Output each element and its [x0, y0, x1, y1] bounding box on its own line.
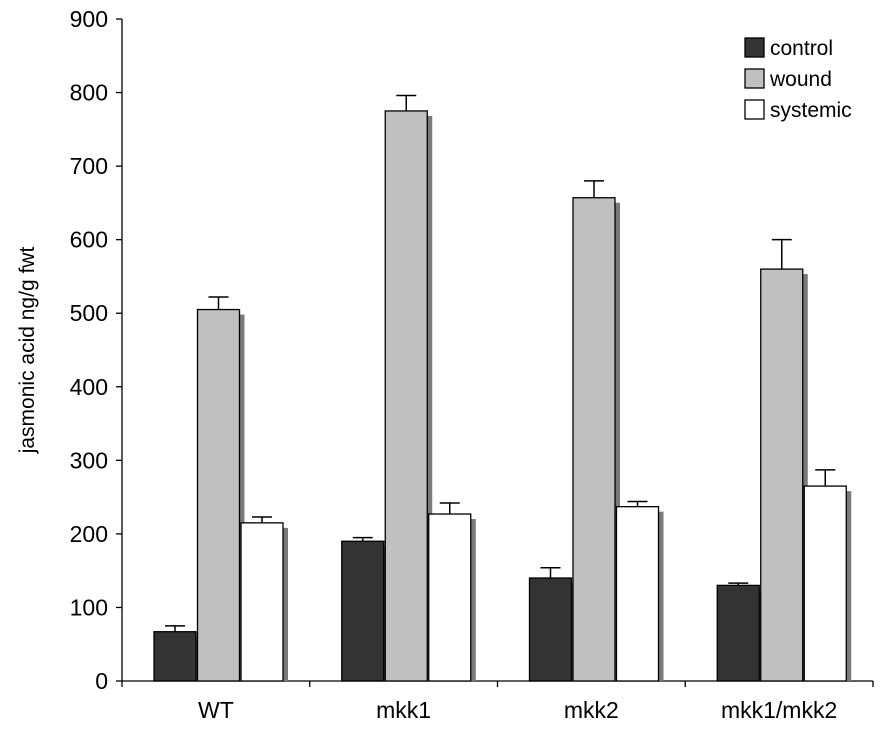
- y-axis: 0 100 200 300 400 500 600 700 800 900: [70, 6, 123, 694]
- legend: control wound systemic: [744, 37, 852, 122]
- bar-systemic-WT: [240, 522, 284, 682]
- y-tick-label: 600: [70, 227, 108, 253]
- category-label: mkk1: [376, 697, 431, 723]
- legend-label-wound: wound: [769, 68, 832, 91]
- legend-swatch-systemic: [744, 99, 765, 120]
- y-tick-label: 300: [70, 447, 108, 473]
- bar-systemic-mkk2: [615, 506, 660, 682]
- legend-swatch-wound: [744, 68, 765, 89]
- bar-wound-mkk2: [572, 197, 616, 682]
- y-tick-label: 400: [70, 374, 108, 400]
- y-tick-label: 900: [70, 6, 108, 32]
- category-label: WT: [198, 697, 234, 723]
- bar-control-mkk1-mkk2: [716, 584, 760, 682]
- category-label: mkk1/mkk2: [721, 697, 837, 723]
- category-label: mkk2: [564, 697, 619, 723]
- y-tick-label: 100: [70, 594, 108, 620]
- y-tick-label: 200: [70, 521, 108, 547]
- bar-wound-mkk1-mkk2: [760, 268, 804, 682]
- bar-control-mkk1: [341, 540, 385, 682]
- category-labels: WT mkk1 mkk2 mkk1/mkk2: [198, 697, 837, 723]
- y-tick-label: 800: [70, 80, 108, 106]
- x-axis: [121, 680, 874, 687]
- legend-swatch-control: [744, 37, 765, 58]
- bar-wound-WT: [196, 308, 241, 682]
- bar-systemic-mkk1-mkk2: [803, 485, 847, 682]
- bar-wound-mkk1: [384, 110, 428, 682]
- y-tick-label: 500: [70, 300, 108, 326]
- y-axis-label: jasmonic acid ng/g fwt: [16, 247, 39, 455]
- y-tick-label: 700: [70, 153, 108, 179]
- bar-systemic-mkk1: [428, 513, 472, 682]
- y-tick-label: 0: [95, 668, 108, 694]
- bar-control-mkk2: [528, 577, 573, 682]
- bars: [153, 94, 852, 682]
- legend-label-systemic: systemic: [770, 99, 852, 122]
- legend-label-control: control: [770, 37, 833, 60]
- bar-control-WT: [153, 631, 197, 682]
